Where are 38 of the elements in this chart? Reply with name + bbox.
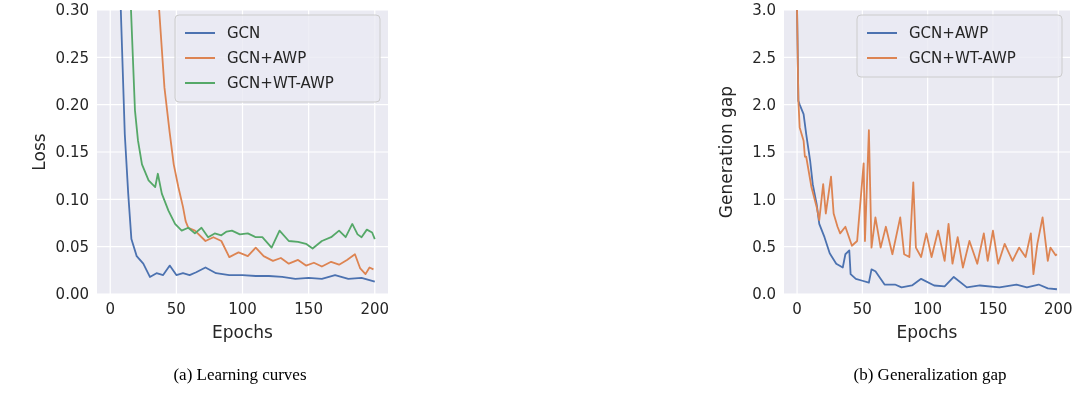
y-tick-label: 1.0 — [752, 190, 776, 209]
y-tick-label: 0.20 — [55, 95, 89, 114]
x-tick-label: 150 — [978, 300, 1008, 318]
y-tick-label: 0.05 — [55, 237, 89, 256]
y-tick-label: 0.00 — [55, 285, 89, 304]
y-tick-label: 1.5 — [752, 143, 776, 162]
x-tick-label: 0 — [105, 300, 115, 318]
x-tick-label: 50 — [852, 300, 872, 318]
y-tick-label: 0.10 — [55, 190, 89, 209]
x-tick-label: 200 — [360, 300, 390, 318]
y-tick-label: 0.25 — [55, 48, 89, 67]
y-axis-title: Loss — [29, 133, 49, 171]
text: (b) Generalization gap — [853, 365, 1007, 384]
legend-label: GCN+WT-AWP — [227, 74, 334, 93]
x-tick-label: 100 — [913, 300, 942, 318]
y-axis-title: Generation gap — [716, 85, 736, 219]
x-tick-label: 100 — [228, 300, 257, 318]
line-series — [130, 10, 376, 250]
text: (a) Learning curves — [173, 365, 307, 384]
x-tick-label: 150 — [294, 300, 323, 318]
legend-label: GCN+AWP — [227, 49, 307, 68]
line-series — [158, 10, 375, 276]
legend-label: GCN+AWP — [909, 24, 989, 43]
x-tick-label: 0 — [792, 300, 802, 318]
legend-label: GCN+WT-AWP — [909, 49, 1016, 68]
x-tick-label: 50 — [166, 300, 186, 318]
y-tick-label: 3.0 — [752, 1, 776, 20]
x-axis-title: Epochs — [896, 322, 958, 342]
y-tick-label: 2.5 — [752, 48, 776, 67]
y-tick-label: 0.5 — [752, 237, 776, 256]
y-tick-label: 0.15 — [55, 143, 89, 162]
line-series — [119, 10, 376, 283]
x-axis-title: Epochs — [212, 322, 274, 342]
x-tick-label: 200 — [1043, 300, 1073, 318]
y-tick-label: 0.30 — [55, 1, 89, 20]
y-tick-label: 2.0 — [752, 95, 776, 114]
legend-label: GCN — [227, 24, 261, 43]
y-tick-label: 0.0 — [752, 285, 776, 304]
